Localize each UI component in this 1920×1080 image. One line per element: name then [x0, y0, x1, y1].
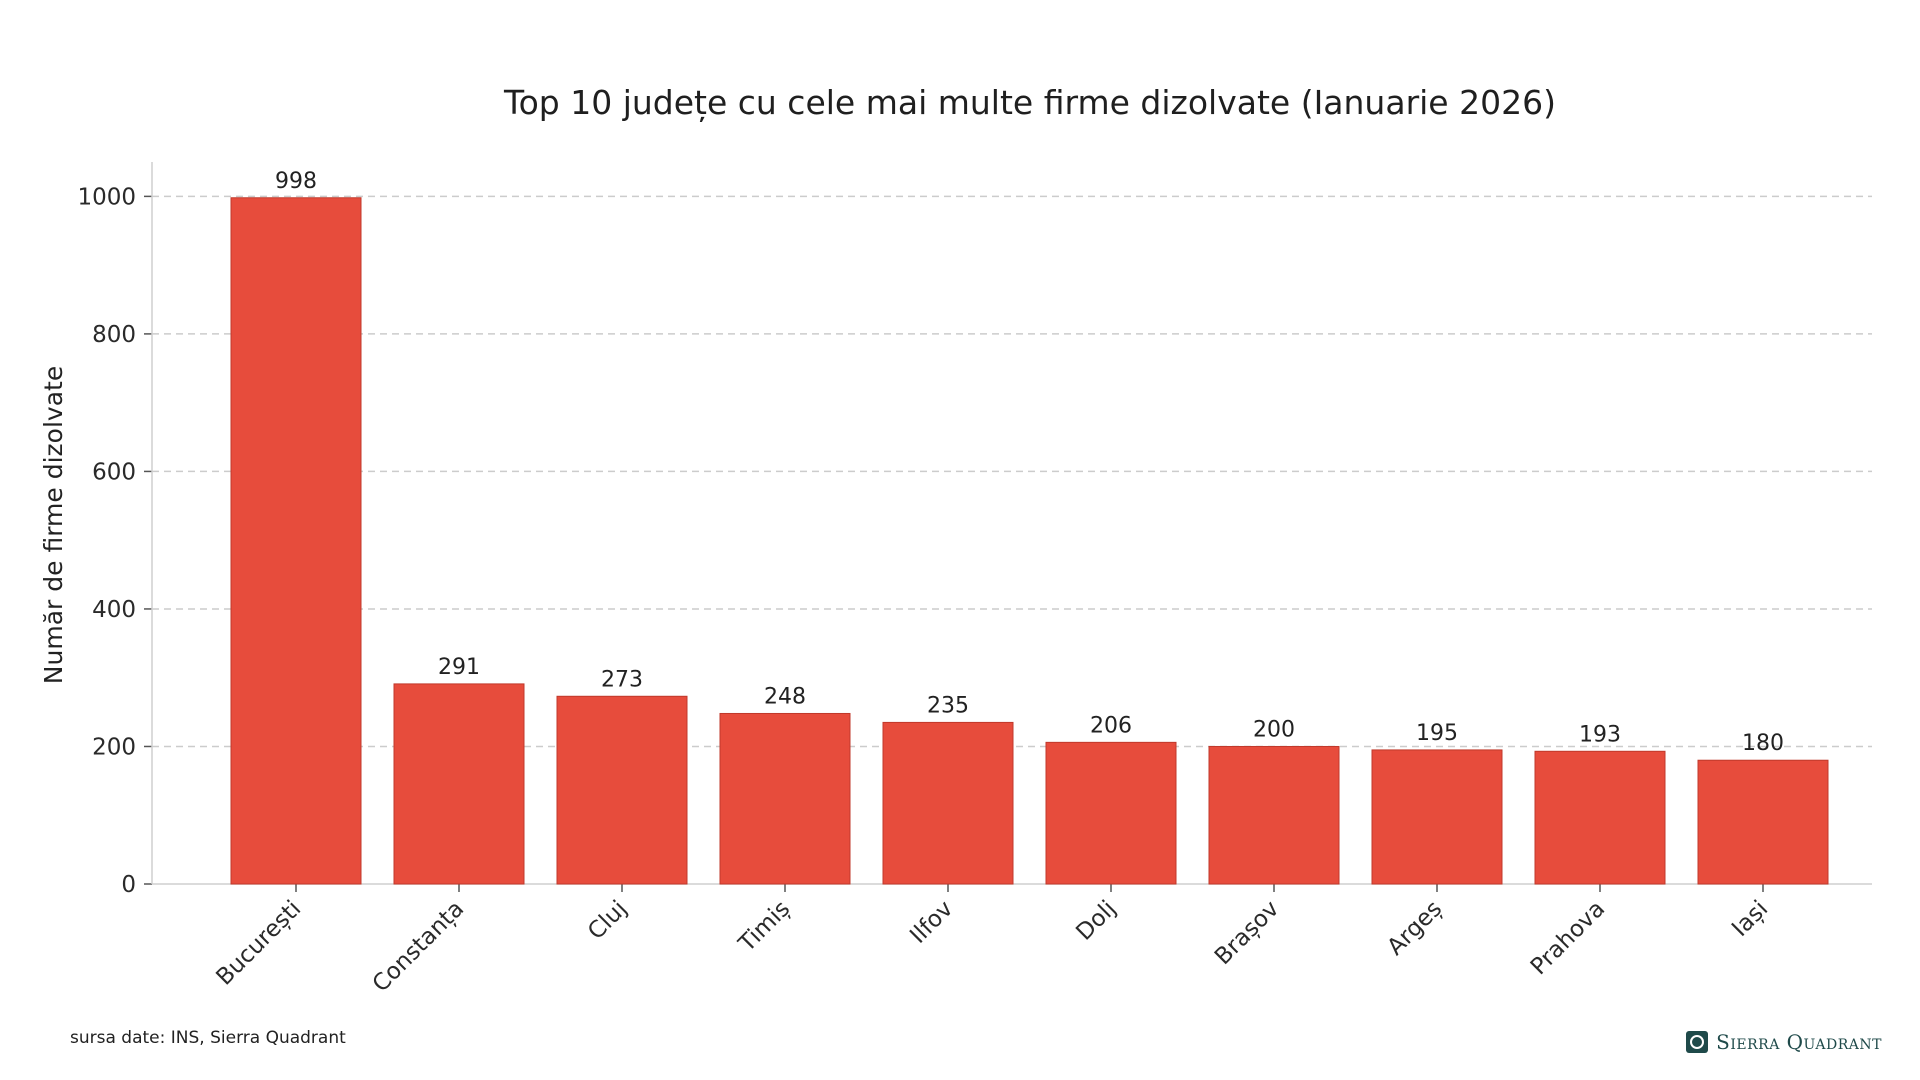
- value-label-9: 180: [1742, 731, 1784, 756]
- category-label-9: Iași: [1727, 896, 1773, 942]
- value-label-7: 195: [1416, 721, 1458, 746]
- category-label-3: Timiș: [733, 896, 795, 958]
- bar-3: [719, 712, 851, 885]
- value-label-2: 273: [601, 667, 643, 692]
- bar-1: [393, 683, 525, 885]
- value-label-3: 248: [764, 684, 806, 709]
- bar-6: [1208, 745, 1340, 885]
- category-label-5: Dolj: [1071, 896, 1121, 946]
- brand-mark-icon: [1686, 1031, 1709, 1053]
- brand-name: Sierra Quadrant: [1716, 1030, 1882, 1054]
- value-label-5: 206: [1090, 713, 1132, 738]
- value-label-6: 200: [1253, 717, 1295, 742]
- bar-7: [1371, 749, 1503, 885]
- value-label-4: 235: [927, 693, 969, 718]
- bar-5: [1045, 741, 1177, 885]
- bar-4: [882, 721, 1014, 885]
- chart-title: Top 10 județe cu cele mai multe firme di…: [503, 83, 1556, 123]
- y-tick-label: 600: [92, 459, 136, 485]
- value-label-1: 291: [438, 655, 480, 680]
- category-label-7: Argeș: [1383, 896, 1448, 961]
- category-label-2: Cluj: [583, 896, 632, 945]
- category-label-0: București: [211, 896, 306, 991]
- y-tick-label: 1000: [77, 184, 136, 210]
- y-tick-label: 400: [92, 597, 136, 623]
- bar-9: [1697, 759, 1829, 885]
- grid-lines: [152, 195, 1872, 748]
- category-label-1: Constanța: [368, 896, 469, 997]
- brand-logo: Sierra Quadrant: [1686, 1030, 1882, 1054]
- source-note: sursa date: INS, Sierra Quadrant: [70, 1028, 346, 1048]
- bar-8: [1534, 750, 1666, 885]
- bar-2: [556, 695, 688, 885]
- y-tick-label: 800: [92, 322, 136, 348]
- category-label-4: Ilfov: [905, 896, 958, 949]
- bar-0: [230, 197, 362, 885]
- bars: [230, 197, 1829, 885]
- value-label-0: 998: [275, 169, 317, 194]
- category-label-6: Brașov: [1210, 896, 1284, 970]
- category-label-8: Prahova: [1526, 896, 1610, 980]
- y-axis-label: Număr de firme dizolvate: [39, 366, 68, 684]
- y-tick-label: 200: [92, 734, 136, 760]
- y-tick-label: 0: [121, 872, 136, 898]
- value-label-8: 193: [1579, 722, 1621, 747]
